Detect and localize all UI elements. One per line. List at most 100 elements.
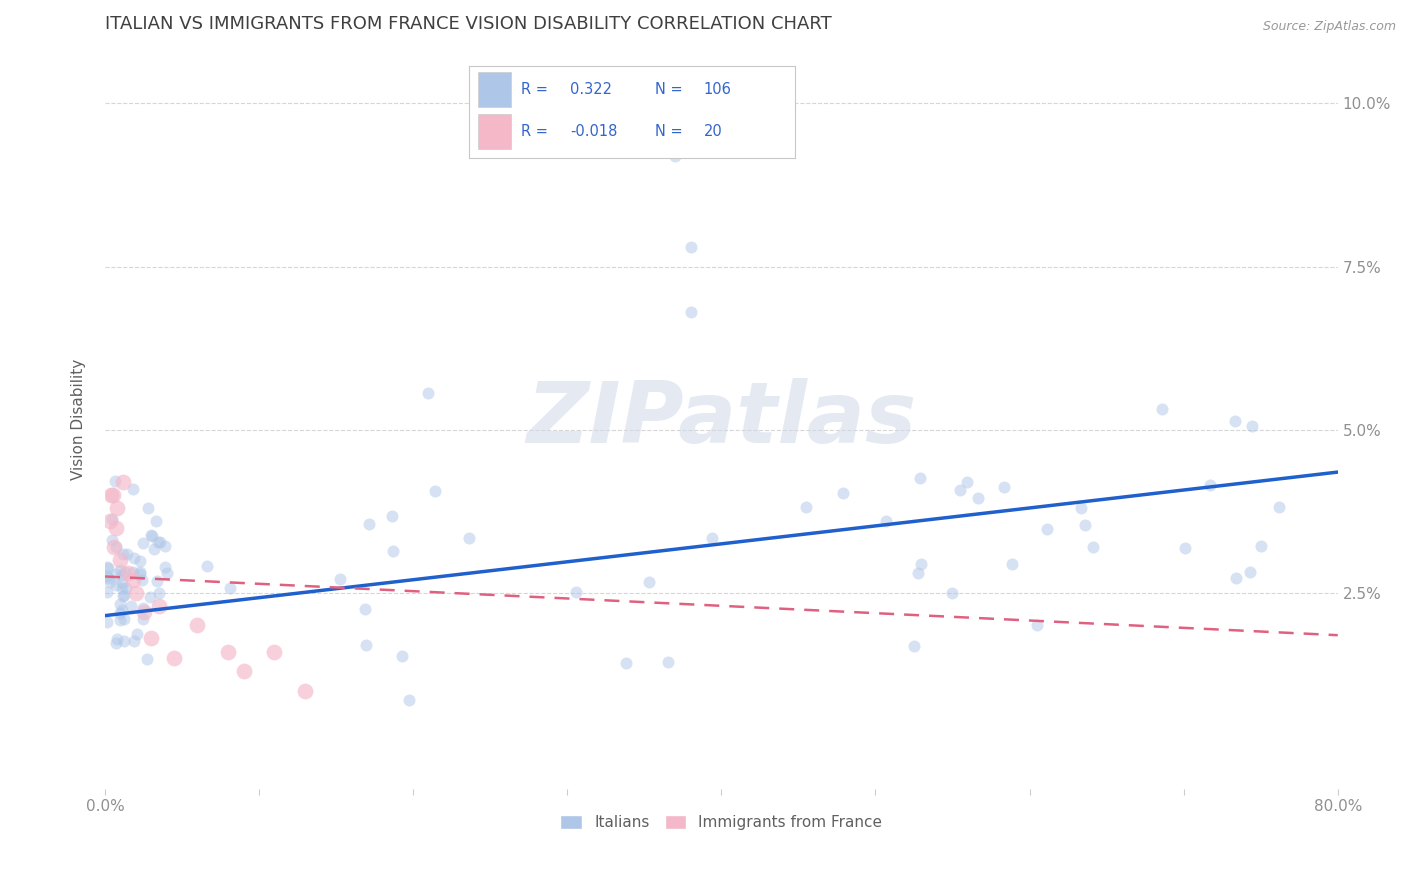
Point xyxy=(949,483,972,498)
Point xyxy=(122,633,145,648)
Point xyxy=(111,603,134,617)
Point xyxy=(111,575,134,590)
Point xyxy=(217,644,239,658)
Point xyxy=(132,535,155,549)
Point xyxy=(108,606,131,620)
Point xyxy=(354,639,377,653)
Point xyxy=(1199,477,1222,491)
Point xyxy=(101,512,124,526)
Point xyxy=(104,475,127,489)
Point xyxy=(956,475,979,490)
Point xyxy=(111,582,134,596)
Point xyxy=(679,305,702,319)
Point xyxy=(112,547,135,561)
Point xyxy=(101,488,124,502)
Point xyxy=(910,558,932,572)
Point xyxy=(139,528,162,542)
Point xyxy=(117,566,139,581)
Point xyxy=(1070,501,1092,516)
Point xyxy=(121,573,143,587)
Point xyxy=(941,585,963,599)
Point xyxy=(263,644,285,658)
Point xyxy=(100,488,122,502)
Point xyxy=(107,632,129,646)
Point xyxy=(143,542,166,557)
Point xyxy=(122,483,145,497)
Point xyxy=(664,148,686,162)
Legend: Italians, Immigrants from France: Italians, Immigrants from France xyxy=(554,808,889,836)
Point xyxy=(141,632,163,646)
Point xyxy=(112,634,135,648)
Point xyxy=(657,655,679,669)
Text: ITALIAN VS IMMIGRANTS FROM FRANCE VISION DISABILITY CORRELATION CHART: ITALIAN VS IMMIGRANTS FROM FRANCE VISION… xyxy=(105,15,832,33)
Point xyxy=(105,500,128,515)
Point xyxy=(96,568,118,582)
Point xyxy=(614,656,637,670)
Point xyxy=(832,486,855,500)
Point xyxy=(416,386,439,401)
Point xyxy=(679,240,702,254)
Point xyxy=(457,531,479,545)
Point xyxy=(103,540,125,554)
Point xyxy=(903,639,925,653)
Point xyxy=(1074,518,1097,533)
Point xyxy=(139,590,162,604)
Point xyxy=(156,566,179,580)
Point xyxy=(148,586,170,600)
Point xyxy=(112,475,135,489)
Point xyxy=(129,566,152,581)
Point xyxy=(1083,540,1105,554)
Point xyxy=(967,491,990,506)
Point xyxy=(136,652,159,666)
Point xyxy=(163,651,186,665)
Point xyxy=(294,683,316,698)
Point xyxy=(145,515,167,529)
Point xyxy=(138,500,160,515)
Point xyxy=(114,588,136,602)
Point xyxy=(1225,571,1247,585)
Point xyxy=(186,618,208,632)
Point xyxy=(329,572,352,586)
Point xyxy=(232,664,254,678)
Point xyxy=(1001,557,1024,571)
Point xyxy=(125,586,148,600)
Point xyxy=(218,581,240,595)
Point xyxy=(108,597,131,611)
Point xyxy=(197,559,219,574)
Point xyxy=(1174,541,1197,556)
Point xyxy=(105,636,128,650)
Y-axis label: Vision Disability: Vision Disability xyxy=(72,359,86,481)
Point xyxy=(108,563,131,577)
Point xyxy=(98,575,121,590)
Point xyxy=(129,554,152,568)
Point xyxy=(115,547,138,561)
Point xyxy=(122,551,145,566)
Point xyxy=(96,560,118,574)
Point xyxy=(1250,539,1272,553)
Point xyxy=(96,585,118,599)
Point xyxy=(146,534,169,549)
Point xyxy=(112,612,135,626)
Point xyxy=(132,600,155,615)
Point xyxy=(638,575,661,590)
Point xyxy=(129,565,152,579)
Point xyxy=(1152,401,1174,416)
Point xyxy=(354,602,377,616)
Point xyxy=(121,566,143,580)
Text: ZIPatlas: ZIPatlas xyxy=(526,378,917,461)
Point xyxy=(796,500,818,515)
Point xyxy=(146,574,169,588)
Point xyxy=(1223,414,1246,428)
Point xyxy=(108,613,131,627)
Point xyxy=(425,483,447,498)
Point xyxy=(908,471,931,485)
Point xyxy=(98,514,121,528)
Point xyxy=(105,540,128,554)
Point xyxy=(100,533,122,548)
Point xyxy=(1240,418,1263,433)
Point xyxy=(97,572,120,586)
Point xyxy=(1239,565,1261,579)
Point xyxy=(1036,522,1059,536)
Point xyxy=(104,520,127,534)
Point xyxy=(381,508,404,523)
